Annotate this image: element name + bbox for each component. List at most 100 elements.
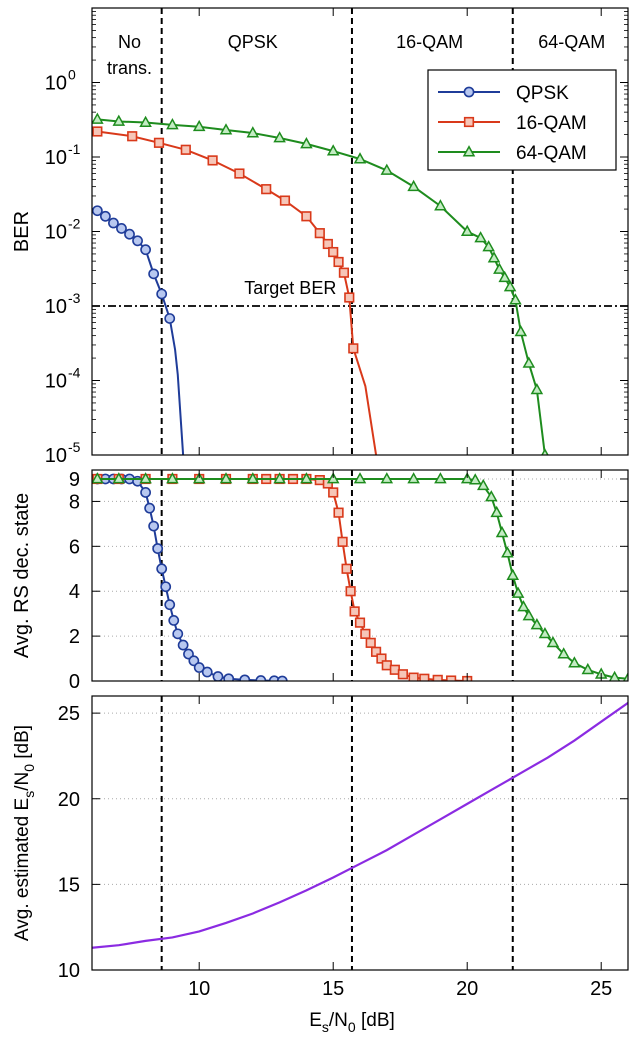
y-tick-label: 10 xyxy=(45,371,67,393)
y-tick-exponent: -1 xyxy=(68,141,81,157)
legend-label: QPSK xyxy=(516,83,569,104)
data-point xyxy=(538,627,552,639)
y-tick-exponent: 0 xyxy=(68,67,76,83)
data-point xyxy=(246,472,260,484)
data-point xyxy=(261,184,272,195)
region-label: No xyxy=(118,32,141,52)
x-label-subscript: s xyxy=(322,1019,329,1034)
series-qpsk xyxy=(92,473,288,681)
data-point xyxy=(498,270,511,283)
data-point xyxy=(172,628,184,640)
y-tick-label: 15 xyxy=(58,874,80,896)
y-label-text: [dB] xyxy=(12,725,33,764)
series-qpsk xyxy=(92,205,185,455)
data-point xyxy=(353,152,367,164)
y-tick-label: 20 xyxy=(58,789,80,811)
data-point xyxy=(360,628,371,639)
data-point xyxy=(557,647,570,659)
data-point xyxy=(376,653,387,664)
x-tick-label: 15 xyxy=(322,978,344,1000)
data-point xyxy=(279,195,291,206)
legend-label: 64-QAM xyxy=(516,143,587,164)
data-point xyxy=(353,472,367,484)
data-point xyxy=(514,324,528,337)
y-axis-label: Avg. RS dec. state xyxy=(11,493,33,658)
data-point xyxy=(100,210,111,222)
data-point xyxy=(152,543,164,554)
data-point xyxy=(487,251,501,263)
data-point xyxy=(341,563,352,574)
data-point xyxy=(522,609,536,621)
y-tick-base: 10 xyxy=(45,296,67,318)
data-point xyxy=(511,586,525,598)
y-tick-exponent: -2 xyxy=(68,216,81,232)
data-point xyxy=(522,356,536,368)
y-tick-label: 10 xyxy=(45,296,67,318)
data-point xyxy=(148,520,160,532)
series-estimate xyxy=(92,701,628,949)
data-point xyxy=(485,490,498,502)
data-point xyxy=(546,635,560,648)
data-point xyxy=(349,606,360,617)
data-point xyxy=(144,502,156,514)
y-tick-label: 4 xyxy=(69,581,80,603)
y-tick-base: 10 xyxy=(45,73,67,95)
series-64-qam xyxy=(92,112,549,455)
series-line xyxy=(92,701,628,949)
y-tick-label: 2 xyxy=(69,626,80,648)
data-point xyxy=(541,448,549,455)
data-point xyxy=(276,675,288,681)
data-point xyxy=(501,546,514,558)
data-point xyxy=(490,505,503,518)
data-point xyxy=(344,292,355,303)
data-point xyxy=(193,662,205,673)
legend-label: 16-QAM xyxy=(516,113,587,134)
data-point xyxy=(622,671,628,681)
data-point xyxy=(517,600,530,612)
y-tick-base: 10 xyxy=(45,147,67,169)
data-point xyxy=(328,246,339,258)
y-tick-exponent: -5 xyxy=(68,439,81,455)
rs-axes-frame xyxy=(91,469,629,682)
y-tick-label: 6 xyxy=(69,536,80,558)
data-point xyxy=(460,472,474,484)
legend: QPSK 16-QAM 64-QAM xyxy=(427,69,617,171)
y-label-subscript: 0 xyxy=(21,764,37,772)
data-point xyxy=(124,228,135,240)
data-point xyxy=(568,656,581,668)
data-point xyxy=(156,288,168,300)
data-point xyxy=(116,223,127,234)
data-point xyxy=(166,118,179,130)
x-label-subscript: 0 xyxy=(348,1019,356,1034)
data-point xyxy=(207,155,218,166)
data-point xyxy=(112,472,126,484)
region-label: 16-QAM xyxy=(396,32,463,52)
data-point xyxy=(177,639,189,651)
data-point xyxy=(333,256,344,268)
data-point xyxy=(354,617,366,628)
data-point xyxy=(212,671,224,681)
data-point xyxy=(180,144,191,155)
data-point xyxy=(92,112,104,124)
y-tick-label: 8 xyxy=(69,491,80,513)
y-tick-label: 10 xyxy=(45,147,67,169)
data-point xyxy=(530,618,544,630)
y-axis-label: BER xyxy=(11,211,33,252)
data-point xyxy=(300,472,313,484)
data-point xyxy=(273,472,286,484)
data-point xyxy=(92,472,104,484)
y-label-text: Avg. estimated E xyxy=(12,798,33,941)
data-point xyxy=(234,168,245,179)
data-point xyxy=(380,472,394,484)
region-label: trans. xyxy=(107,58,152,78)
y-tick-label: 10 xyxy=(58,960,80,982)
ber-axes-frame xyxy=(91,7,629,456)
data-point xyxy=(397,669,408,680)
data-point xyxy=(407,179,420,192)
y-label-subscript: s xyxy=(21,791,37,798)
x-tick-label: 20 xyxy=(456,978,478,1000)
data-point xyxy=(219,472,233,484)
y-tick-label: 9 xyxy=(69,469,80,491)
x-label-text: [dB] xyxy=(356,1010,395,1031)
